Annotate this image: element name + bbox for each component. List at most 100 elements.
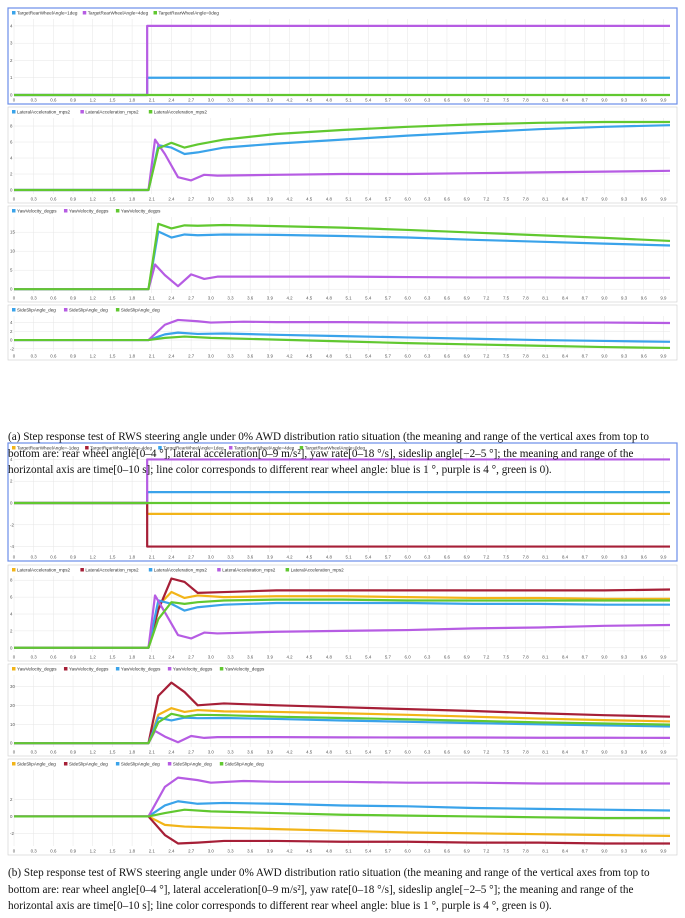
x-tick-label: 1.2 <box>90 655 97 660</box>
x-tick-label: 9.9 <box>660 296 667 301</box>
x-tick-label: 7.5 <box>503 655 510 660</box>
x-tick-label: 9.0 <box>601 296 608 301</box>
legend-label: LateralAcceleration_mps2 <box>154 568 208 573</box>
y-tick-label: 0 <box>10 501 13 506</box>
legend-swatch <box>82 11 87 15</box>
x-tick-label: 4.8 <box>326 296 333 301</box>
legend-label: SideSlipAngle_deg <box>69 762 108 767</box>
x-tick-label: 9.3 <box>621 750 628 755</box>
x-tick-label: 8.1 <box>542 296 549 301</box>
x-tick-label: 0 <box>13 98 16 103</box>
x-tick-label: 3.6 <box>247 197 254 202</box>
y-tick-label: 0 <box>10 741 13 746</box>
series-line-blue <box>14 800 671 818</box>
x-tick-label: 2.1 <box>149 655 156 660</box>
panel-frame <box>7 7 678 105</box>
legend-swatch <box>153 11 157 15</box>
chart-panel-1: LateralAcceleration_mps2 LateralAccelerat… <box>7 106 678 204</box>
y-tick-label: 2 <box>10 797 13 802</box>
series-line-green <box>14 120 670 192</box>
x-tick-label: 3.3 <box>227 655 234 660</box>
x-tick-label: 3.0 <box>208 296 215 301</box>
x-tick-label: 1.5 <box>109 849 116 854</box>
x-tick-label: 8.4 <box>562 655 569 660</box>
x-tick-label: 6.6 <box>444 98 451 103</box>
legend-swatch <box>80 568 84 572</box>
x-tick-label: 0 <box>13 655 16 660</box>
x-tick-label: 1.8 <box>129 98 136 103</box>
x-tick-label: 3.6 <box>247 849 254 854</box>
x-tick-label: 5.1 <box>346 655 353 660</box>
series-line-green <box>14 335 671 350</box>
x-tick-label: 4.8 <box>326 98 333 103</box>
x-tick-label: 8.7 <box>582 98 589 103</box>
x-tick-label: 2.4 <box>168 750 175 755</box>
x-tick-label: 3.3 <box>227 555 234 560</box>
x-tick-label: 6.9 <box>464 655 471 660</box>
x-tick-label: 9.6 <box>641 750 648 755</box>
x-tick-label: 1.8 <box>129 197 136 202</box>
x-tick-label: 0.6 <box>50 849 57 854</box>
x-tick-label: 9.3 <box>621 197 628 202</box>
panel-frame <box>7 304 678 361</box>
x-tick-label: 6.0 <box>405 555 412 560</box>
x-tick-label: 7.8 <box>523 98 530 103</box>
x-tick-label: 0.3 <box>31 655 38 660</box>
x-tick-label: 1.5 <box>109 296 116 301</box>
x-tick-label: 9.0 <box>601 750 608 755</box>
legend-label: SideSlipAngle_deg <box>17 762 56 767</box>
legend-swatch <box>115 667 120 671</box>
legend-swatch <box>217 568 221 572</box>
x-tick-label: 8.7 <box>582 354 589 359</box>
legend-swatch <box>12 110 16 114</box>
y-tick-label: 6 <box>10 140 13 145</box>
x-tick-label: 4.5 <box>306 555 313 560</box>
series-line-green <box>14 222 671 291</box>
chart-panel-6: YawVelocity_degps YawVelocity_degps YawVel… <box>7 663 678 757</box>
x-tick-label: 3.3 <box>227 197 234 202</box>
x-tick-label: 7.8 <box>523 197 530 202</box>
x-tick-label: 9.6 <box>641 555 648 560</box>
x-tick-label: 6.6 <box>444 849 451 854</box>
legend-label: YawVelocity_degps <box>173 667 213 672</box>
x-tick-label: 5.7 <box>385 296 392 301</box>
chart-panel-3: SideSlipAngle_deg SideSlipAngle_deg SideSl… <box>7 304 678 361</box>
x-tick-label: 0.6 <box>50 555 57 560</box>
x-tick-label: 4.5 <box>306 296 313 301</box>
legend-label: YawVelocity_degps <box>69 209 109 214</box>
series-line-darkred <box>14 681 671 745</box>
x-tick-label: 6.9 <box>464 197 471 202</box>
x-tick-label: 9.6 <box>641 655 648 660</box>
x-tick-label: 5.7 <box>385 197 392 202</box>
x-tick-label: 5.4 <box>365 555 372 560</box>
legend-label: LateralAcceleration_mps2 <box>154 110 208 115</box>
legend-label: TargetRearWheelAngle=4deg <box>88 11 149 16</box>
x-tick-label: 5.1 <box>346 750 353 755</box>
x-tick-label: 2.1 <box>149 296 156 301</box>
x-tick-label: 5.7 <box>385 555 392 560</box>
x-tick-label: 0.3 <box>31 197 38 202</box>
x-tick-label: 4.2 <box>286 197 293 202</box>
legend-label: LateralAcceleration_mps2 <box>17 110 71 115</box>
x-tick-label: 9.0 <box>601 655 608 660</box>
legend-label: TargetRearWheelAngle=-4deg <box>90 446 152 451</box>
x-tick-label: 3.9 <box>267 655 274 660</box>
y-tick-label: 0 <box>10 814 13 819</box>
x-tick-label: 1.2 <box>90 197 97 202</box>
x-tick-label: 3.9 <box>267 98 274 103</box>
x-tick-label: 3.6 <box>247 98 254 103</box>
x-tick-label: 6.3 <box>424 98 431 103</box>
x-tick-label: 6.6 <box>444 555 451 560</box>
x-tick-label: 4.8 <box>326 197 333 202</box>
legend-swatch <box>63 308 68 312</box>
x-tick-label: 0.9 <box>70 197 77 202</box>
series-line-orange <box>14 815 671 837</box>
y-tick-label: 8 <box>10 124 13 129</box>
x-tick-label: 5.1 <box>346 98 353 103</box>
x-tick-label: 1.8 <box>129 849 136 854</box>
x-tick-label: 6.6 <box>444 197 451 202</box>
y-tick-label: 2 <box>10 628 13 633</box>
x-tick-label: 6.0 <box>405 296 412 301</box>
x-tick-label: 0.9 <box>70 98 77 103</box>
x-tick-label: 1.5 <box>109 197 116 202</box>
